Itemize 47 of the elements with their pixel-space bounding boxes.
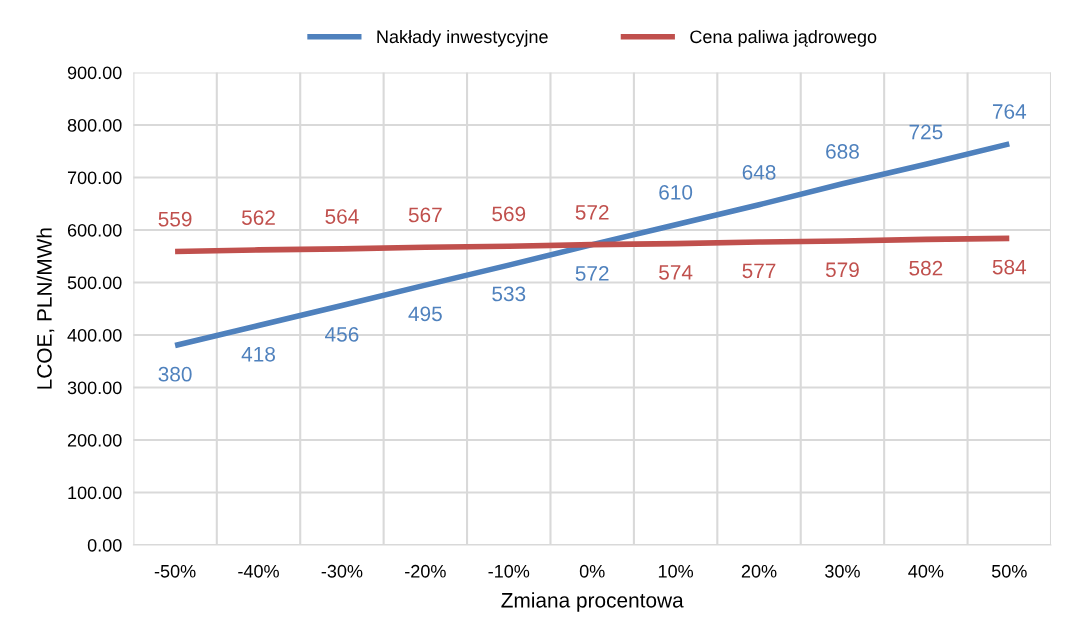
x-tick-label: 0% <box>579 564 605 578</box>
y-tick-label: 400.00 <box>67 328 122 342</box>
x-axis-title: Zmiana procentowa <box>501 592 684 612</box>
y-tick-label: 800.00 <box>67 118 122 132</box>
data-label: 380 <box>158 366 192 382</box>
y-tick-label: 600.00 <box>67 223 122 237</box>
data-label: 610 <box>659 184 693 200</box>
x-tick-label: 40% <box>908 564 944 578</box>
x-tick-label: -50% <box>154 564 196 578</box>
y-tick-label: 100.00 <box>68 486 122 500</box>
data-label: 572 <box>575 266 609 281</box>
data-label: 564 <box>325 209 359 224</box>
data-label: 569 <box>492 206 526 222</box>
data-label: 574 <box>659 265 693 280</box>
y-tick-label: 0.00 <box>87 538 122 552</box>
data-label: 533 <box>492 286 526 302</box>
data-label: 582 <box>909 260 943 276</box>
x-tick-label: 20% <box>741 564 777 578</box>
x-tick-label: 10% <box>658 564 694 578</box>
legend-label: Nakłady inwestycyjne <box>377 29 548 47</box>
data-label: 584 <box>992 259 1027 275</box>
x-tick-label: 50% <box>991 564 1027 578</box>
y-tick-label: 200.00 <box>67 433 122 447</box>
data-label: 567 <box>408 207 442 223</box>
data-label: 648 <box>742 165 776 180</box>
data-label: 688 <box>826 144 859 159</box>
legend-label: Cena paliwa jądrowego <box>690 29 877 47</box>
y-tick-label: 900.00 <box>67 66 122 80</box>
data-label: 495 <box>408 306 442 322</box>
y-tick-label: 700.00 <box>67 171 122 185</box>
x-tick-label: 30% <box>825 564 860 578</box>
data-label: 456 <box>325 326 359 342</box>
y-tick-label: 300.00 <box>67 381 122 395</box>
data-label: 572 <box>575 204 609 220</box>
data-label: 725 <box>909 124 943 140</box>
x-tick-label: -30% <box>321 564 363 578</box>
data-label: 579 <box>825 262 859 278</box>
y-axis-title: LCOE, PLN/MWh <box>36 228 55 389</box>
data-label: 562 <box>241 210 275 225</box>
y-tick-label: 500.00 <box>67 276 122 290</box>
x-tick-label: -10% <box>488 564 530 578</box>
data-label: 577 <box>742 263 776 279</box>
x-tick-label: -40% <box>238 564 279 578</box>
data-label: 418 <box>241 346 275 362</box>
data-label: 559 <box>158 211 192 227</box>
x-tick-label: -20% <box>405 564 446 578</box>
data-label: 764 <box>992 104 1027 119</box>
